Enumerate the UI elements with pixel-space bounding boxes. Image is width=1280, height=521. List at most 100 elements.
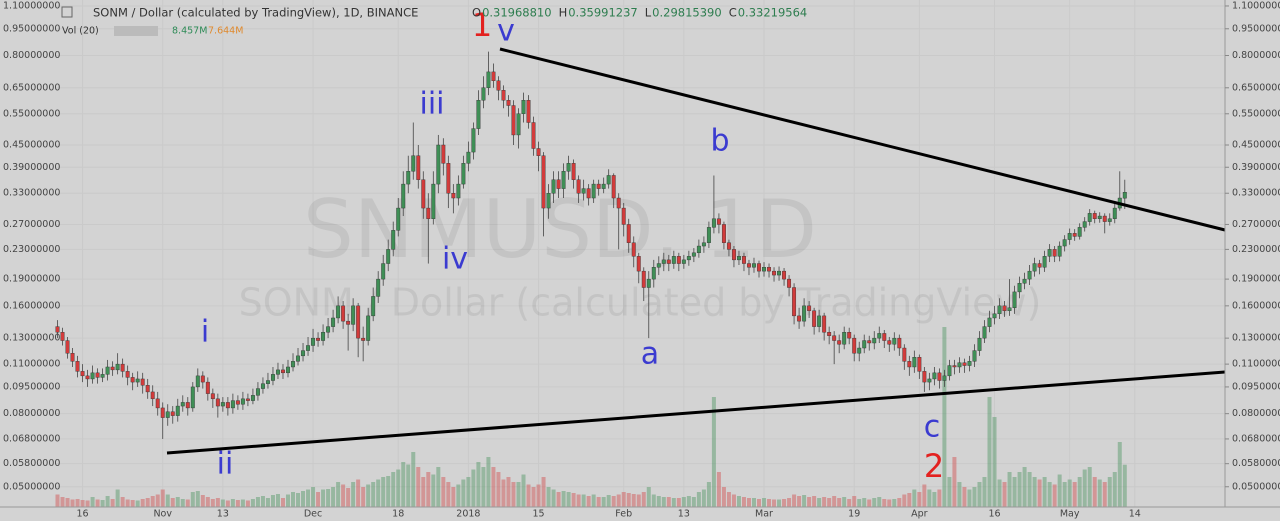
candle-body — [1002, 305, 1007, 311]
candle-body — [401, 183, 406, 209]
volume-bar — [792, 494, 797, 507]
volume-bar — [180, 499, 185, 507]
volume-bar — [140, 499, 145, 507]
candle-body — [1037, 263, 1042, 268]
candle-body — [1007, 307, 1012, 311]
volume-bar — [741, 497, 746, 507]
x-tick-label: Mar — [755, 509, 773, 520]
volume-bar — [767, 499, 772, 507]
volume-bar — [361, 487, 366, 507]
candle-body — [716, 218, 721, 225]
candle-body — [531, 122, 536, 149]
x-tick-label: May — [1060, 509, 1080, 520]
ohlc-value: 0.29815390 — [652, 6, 722, 20]
candle-body — [296, 355, 300, 362]
volume-bar — [867, 499, 872, 507]
candle-body — [671, 256, 676, 264]
y-tick-label: 0.19000000 — [1232, 274, 1280, 285]
volume-bar — [1082, 469, 1087, 507]
candle-body — [80, 371, 85, 377]
volume-bar — [596, 497, 601, 507]
volume-bar — [571, 493, 576, 507]
candle-body — [571, 163, 576, 180]
candle-body — [336, 305, 341, 319]
candle-body — [586, 188, 591, 199]
candle-body — [451, 193, 456, 199]
candle-body — [721, 224, 726, 243]
y-tick-label: 0.13000000 — [1232, 333, 1280, 344]
candle-body — [787, 278, 792, 288]
candle-body — [65, 340, 70, 354]
candles — [55, 51, 1127, 439]
candle-body — [506, 100, 511, 106]
volume-bar — [1117, 442, 1122, 507]
y-tick-label: 0.95000000 — [1232, 23, 1280, 34]
volume-bar — [331, 487, 336, 507]
x-tick-label: 15 — [532, 509, 544, 520]
volume-bar — [356, 479, 361, 507]
candle-body — [731, 249, 736, 261]
volume-bar — [446, 482, 451, 507]
volume-bar — [521, 474, 526, 507]
volume-bar — [556, 492, 561, 507]
volume-bar — [666, 497, 671, 507]
y-tick-label: 0.08000000 — [1232, 408, 1280, 419]
volume-bar — [576, 494, 581, 507]
volume-bar — [1042, 477, 1047, 507]
wave-label: v — [497, 14, 515, 49]
candle-body — [110, 366, 115, 371]
volume-bar — [561, 491, 566, 507]
volume-bar — [456, 484, 461, 507]
volume-bar — [466, 477, 471, 507]
volume-bar — [170, 498, 175, 507]
candle-body — [180, 402, 185, 407]
volume-bar — [887, 499, 892, 507]
candle-body — [431, 183, 436, 219]
volume-bar — [100, 500, 105, 507]
volume-bar — [877, 497, 882, 507]
volume-bar — [155, 494, 160, 507]
candle-body — [416, 155, 421, 180]
candle-body — [927, 378, 932, 383]
volume-bar — [686, 496, 691, 507]
candle-body — [1077, 227, 1082, 237]
volume-bar — [80, 500, 85, 507]
ohlc-key: H — [559, 6, 568, 20]
candle-body — [436, 144, 441, 185]
volume-icons[interactable] — [114, 26, 158, 36]
candle-body — [972, 350, 977, 362]
volume-bar — [451, 487, 456, 507]
volume-bar — [1052, 484, 1057, 507]
candle-body — [311, 337, 316, 346]
y-tick-label-left: 1.10000000 — [3, 0, 60, 11]
volume-bar — [306, 489, 311, 507]
volume-bar — [491, 467, 496, 507]
volume-bar — [1007, 472, 1012, 507]
volume-bar — [661, 497, 666, 507]
volume-bar — [60, 497, 65, 507]
candle-body — [757, 263, 761, 272]
candle-body — [681, 259, 686, 264]
candle-body — [802, 305, 807, 322]
volume-bar — [431, 474, 436, 507]
candle-body — [1042, 256, 1047, 268]
volume-bar — [822, 497, 827, 507]
collapse-icon[interactable] — [61, 6, 73, 18]
volume-bar — [701, 489, 706, 507]
volume-bar — [260, 496, 265, 507]
candle-body — [877, 333, 882, 339]
volume-bar — [255, 497, 260, 507]
volume-bar — [411, 452, 416, 507]
volume-bar — [1087, 467, 1092, 507]
candle-body — [160, 407, 165, 418]
volume-bar — [606, 495, 611, 507]
volume-bar — [391, 472, 396, 507]
candle-body — [421, 179, 426, 209]
volume-bar — [416, 467, 421, 507]
volume-title: Vol (20) — [62, 26, 99, 37]
candle-body — [386, 249, 391, 264]
y-tick-label: 0.11000000 — [1232, 359, 1280, 370]
candle-body — [391, 230, 396, 250]
ohlc-key: L — [645, 6, 652, 20]
